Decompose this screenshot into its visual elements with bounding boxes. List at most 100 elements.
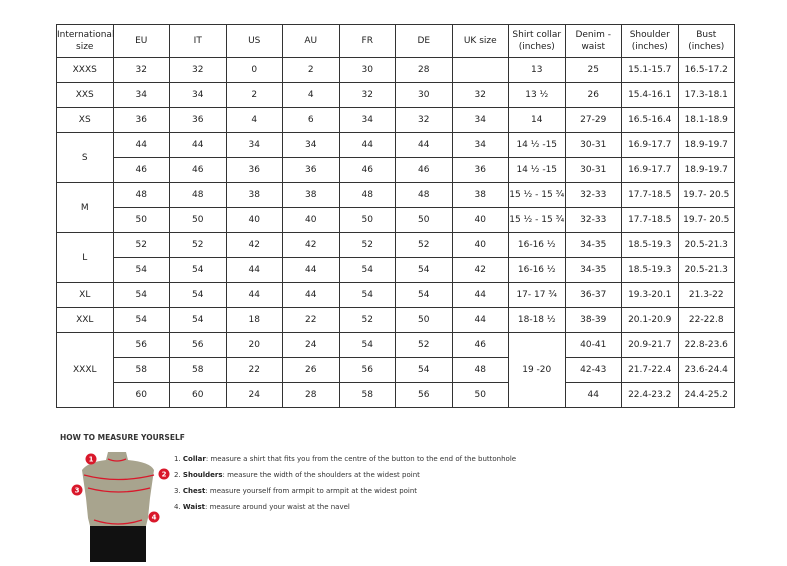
table-cell: 30-31 — [564, 132, 622, 158]
table-cell: 54 — [169, 257, 227, 283]
table-cell: 18 — [225, 307, 283, 333]
table-cell: 25 — [564, 57, 622, 83]
size-label: XL — [56, 282, 114, 308]
table-cell: 58 — [338, 382, 396, 408]
table-cell: 13 ½ — [508, 82, 566, 108]
table-cell: 50 — [395, 307, 453, 333]
table-cell: 36 — [282, 157, 340, 183]
table-cell: 6 — [282, 107, 340, 133]
size-label: XXXS — [56, 57, 114, 83]
table-cell: 56 — [112, 332, 170, 358]
column-header: IT — [169, 24, 227, 58]
table-cell: 15.4-16.1 — [621, 82, 679, 108]
table-cell: 20.9-21.7 — [621, 332, 679, 358]
table-row: 58 58 22 26 56 54 48 42-43 21.7-22.4 23.6-24.4 — [57, 357, 735, 383]
table-cell: 44 — [395, 132, 453, 158]
table-cell: 32 — [169, 57, 227, 83]
table-cell: 40 — [282, 207, 340, 233]
table-cell: 26 — [282, 357, 340, 383]
table-cell: 17- 17 ¾ — [508, 282, 566, 308]
table-cell — [451, 57, 509, 83]
table-cell: 36 — [112, 107, 170, 133]
table-cell: 40 — [451, 207, 509, 233]
table-cell: 17.3-18.1 — [677, 82, 735, 108]
marker-2-icon — [158, 468, 170, 480]
table-cell: 18-18 ½ — [508, 307, 566, 333]
table-cell: 54 — [395, 357, 453, 383]
table-cell: 28 — [282, 382, 340, 408]
table-cell: 32-33 — [564, 182, 622, 208]
size-label: XXL — [56, 307, 114, 333]
table-cell: 28 — [395, 57, 453, 83]
column-header: FR — [338, 24, 396, 58]
table-cell: 50 — [338, 207, 396, 233]
table-row: 46 46 36 36 46 46 36 14 ½ -15 30-31 16.9-17.7 18.9… — [57, 157, 735, 183]
svg-text:2: 2 — [162, 471, 167, 479]
step-collar: 1. Collar: measure a shirt that fits you… — [174, 455, 517, 463]
table-cell: 38 — [225, 182, 283, 208]
column-header: EU — [112, 24, 170, 58]
table-cell: 46 — [112, 157, 170, 183]
table-cell: 50 — [451, 382, 509, 408]
table-cell: 18.1-18.9 — [677, 107, 735, 133]
step-shoulders: 2. Shoulders: measure the width of the s… — [174, 471, 420, 479]
table-cell: 42 — [225, 232, 283, 258]
table-cell: 54 — [112, 282, 170, 308]
table-cell: 2 — [282, 57, 340, 83]
torso-measure-figure: 1 2 3 4 — [71, 452, 170, 562]
shorts-shape — [90, 526, 146, 562]
table-cell: 32 — [112, 57, 170, 83]
table-cell: 50 — [395, 207, 453, 233]
table-cell: 15.1-15.7 — [621, 57, 679, 83]
torso-shape — [82, 452, 154, 526]
table-cell: 38-39 — [564, 307, 622, 333]
header-row: International size EU IT US AU FR DE UK size Shi… — [56, 24, 735, 58]
table-cell: 56 — [169, 332, 227, 358]
table-cell: 34-35 — [564, 232, 622, 258]
size-label: S — [56, 132, 114, 183]
table-cell: 32 — [395, 107, 453, 133]
table-cell: 48 — [451, 357, 509, 383]
table-row: XXS 34 34 2 4 32 30 32 13 ½ 26 15.4-16.1 17.3-18.1 — [56, 82, 735, 108]
table-cell: 30 — [395, 82, 453, 108]
table-cell: 21.7-22.4 — [621, 357, 679, 383]
table-cell: 19.7- 20.5 — [677, 182, 735, 208]
table-cell: 52 — [395, 232, 453, 258]
table-cell: 42 — [282, 232, 340, 258]
table-row: XXL 54 54 18 22 52 50 44 18-18 ½ 38-39 20.1-20.9 22… — [56, 307, 735, 333]
table-cell: 34 — [112, 82, 170, 108]
table-cell: 60 — [112, 382, 170, 408]
table-cell: 22 — [282, 307, 340, 333]
table-cell: 54 — [112, 307, 170, 333]
table-cell: 34 — [451, 107, 509, 133]
table-cell: 24 — [282, 332, 340, 358]
column-header: Shoulder (inches) — [621, 24, 679, 58]
table-row: S 44 44 34 34 44 44 34 14 ½ -15 30-31 16.9-17.7 18.… — [56, 132, 735, 183]
column-header: Bust (inches) — [677, 24, 735, 58]
table-cell: 44 — [225, 257, 283, 283]
table-cell: 22.8-23.6 — [677, 332, 735, 358]
step-waist: 4. Waist: measure around your waist at t… — [174, 503, 350, 511]
table-cell: 27-29 — [564, 107, 622, 133]
table-cell: 34-35 — [564, 257, 622, 283]
table-cell: 52 — [338, 307, 396, 333]
table-cell: 58 — [112, 357, 170, 383]
table-row: L 52 52 42 42 52 52 40 16-16 ½ 34-35 18.5-19.3 20.5… — [56, 232, 735, 283]
table-cell: 16.5-16.4 — [621, 107, 679, 133]
column-header: International size — [56, 24, 114, 58]
table-cell: 20.5-21.3 — [677, 232, 735, 258]
table-cell: 50 — [169, 207, 227, 233]
table-cell: 18.9-19.7 — [677, 132, 735, 158]
table-cell: 13 — [508, 57, 566, 83]
table-cell: 58 — [169, 357, 227, 383]
table-cell: 46 — [395, 157, 453, 183]
marker-3-icon — [71, 484, 83, 496]
table-cell: 54 — [338, 282, 396, 308]
table-row: M 48 48 38 38 48 48 38 15 ½ - 15 ¾ 32-33 17.7-18.5… — [56, 182, 735, 233]
table-cell: 44 — [112, 132, 170, 158]
table-cell: 0 — [225, 57, 283, 83]
table-cell: 15 ½ - 15 ¾ — [508, 207, 566, 233]
column-header: UK size — [451, 24, 509, 58]
table-cell: 38 — [282, 182, 340, 208]
table-cell: 14 — [508, 107, 566, 133]
